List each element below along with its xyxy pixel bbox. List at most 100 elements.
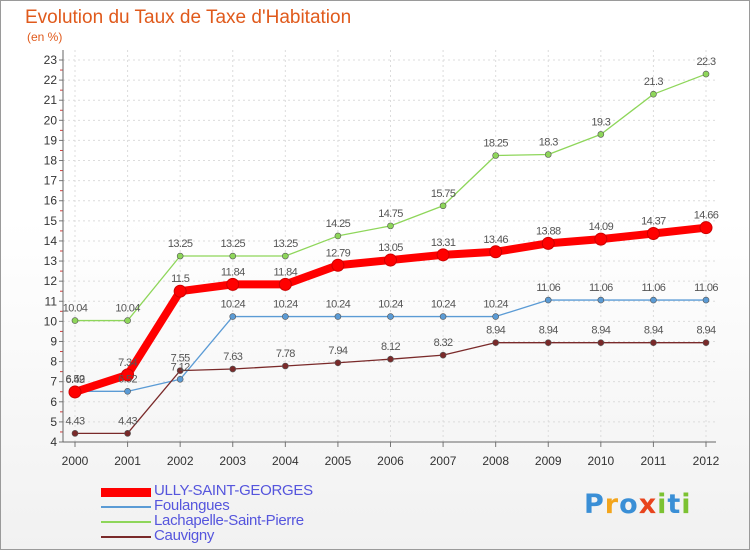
data-label: 7.78 (276, 348, 295, 360)
data-point (282, 252, 289, 260)
data-label: 8.12 (381, 341, 400, 353)
y-tick-label: 14 (44, 234, 58, 248)
data-label: 8.94 (696, 325, 715, 337)
legend-label: Cauvigny (154, 527, 215, 544)
data-point (124, 317, 131, 324)
data-label: 10.24 (273, 299, 298, 311)
data-point (492, 313, 499, 320)
data-label: 11.06 (642, 282, 666, 294)
data-label: 19.3 (591, 116, 610, 128)
data-label: 4.43 (65, 415, 84, 427)
data-label: 10.04 (115, 303, 140, 315)
data-label: 8.94 (644, 325, 663, 337)
data-point (71, 317, 79, 324)
data-point (68, 385, 82, 399)
data-point (282, 362, 289, 370)
x-tick-label: 2000 (62, 454, 89, 468)
data-point (646, 227, 660, 241)
grid (63, 50, 716, 443)
data-label: 15.75 (431, 188, 456, 200)
data-label: 14.66 (694, 210, 719, 222)
proxiti-logo: Proxiti (584, 489, 692, 520)
y-tick-label: 7 (50, 375, 57, 389)
y-tick-label: 19 (44, 133, 58, 147)
data-label: 18.25 (483, 138, 508, 150)
data-point (229, 365, 237, 373)
x-tick-label: 2012 (693, 454, 720, 468)
logo-letter: x (638, 489, 658, 520)
axes: 4 5 6 7 8 9 10 11 12 13 14 15 16 17 18 19 20 21 22 23 2000 20… (44, 50, 720, 468)
data-label: 13.46 (483, 234, 508, 246)
data-point (387, 313, 394, 320)
data-point (226, 277, 240, 291)
data-label: 10.24 (326, 299, 351, 311)
data-label: 13.25 (220, 238, 245, 250)
legend-swatch (101, 536, 151, 538)
data-label: 11.5 (171, 273, 190, 285)
data-label: 14.75 (378, 208, 403, 220)
data-label: 4.43 (118, 415, 137, 427)
data-point (544, 151, 552, 158)
data-label: 11.06 (536, 282, 560, 294)
y-tick-label: 12 (44, 274, 58, 288)
y-tick-label: 21 (44, 93, 58, 107)
data-point (439, 351, 447, 359)
data-point (176, 367, 184, 374)
data-label: 21.3 (644, 76, 663, 88)
data-label: 7.55 (171, 353, 190, 365)
data-label: 12.79 (326, 247, 351, 259)
data-point (489, 245, 503, 259)
data-point (650, 296, 657, 304)
data-label: 11.84 (273, 266, 297, 278)
x-tick-label: 2001 (114, 454, 141, 468)
legend-label: Foulangues (154, 497, 230, 514)
data-point (331, 258, 345, 272)
y-tick-label: 16 (44, 194, 58, 208)
data-point (439, 202, 447, 210)
data-point (173, 284, 187, 298)
data-point (439, 313, 447, 320)
data-label: 8.94 (486, 325, 505, 337)
legend-label: ULLY-SAINT-GEORGES (154, 482, 313, 499)
data-point (436, 248, 450, 262)
data-point (229, 252, 237, 260)
x-tick-label: 2002 (167, 454, 194, 468)
data-label: 10.24 (220, 299, 245, 311)
x-tick-label: 2011 (641, 454, 667, 468)
data-label: 13.88 (536, 225, 561, 237)
data-label: 6.52 (65, 373, 84, 385)
data-label: 11.84 (221, 266, 245, 278)
data-labels: 6.49 7.34 11.5 11.84 11.84 12.79 13.05 13.31 13.… (63, 56, 720, 427)
data-point (384, 253, 397, 267)
data-label: 13.25 (168, 238, 193, 250)
logo-letter: i (657, 489, 668, 520)
y-tick-label: 10 (44, 314, 58, 328)
data-point (594, 232, 608, 246)
data-point (334, 232, 342, 240)
y-tick-label: 22 (44, 73, 58, 87)
legend-label: Lachapelle-Saint-Pierre (154, 512, 304, 529)
y-tick-label: 23 (44, 53, 58, 67)
data-point (334, 313, 342, 320)
x-tick-label: 2005 (325, 454, 352, 468)
data-point (699, 221, 713, 235)
data-label: 14.37 (641, 216, 666, 228)
logo-letter: o (619, 489, 639, 520)
data-label: 14.09 (589, 221, 614, 233)
logo-letter: t (667, 489, 682, 520)
logo-letter: i (681, 489, 692, 520)
data-label: 6.49 (65, 374, 84, 386)
y-tick-label: 9 (50, 334, 57, 348)
data-point (650, 339, 657, 346)
legend-swatch (101, 487, 151, 497)
y-unit-label: (en %) (27, 30, 63, 44)
data-label: 7.34 (118, 357, 137, 369)
data-point (387, 222, 394, 230)
data-point (544, 339, 552, 346)
data-label: 11.06 (694, 282, 718, 294)
y-tick-label: 13 (44, 254, 58, 268)
y-tick-label: 17 (44, 174, 58, 188)
x-tick-label: 2004 (272, 454, 299, 468)
